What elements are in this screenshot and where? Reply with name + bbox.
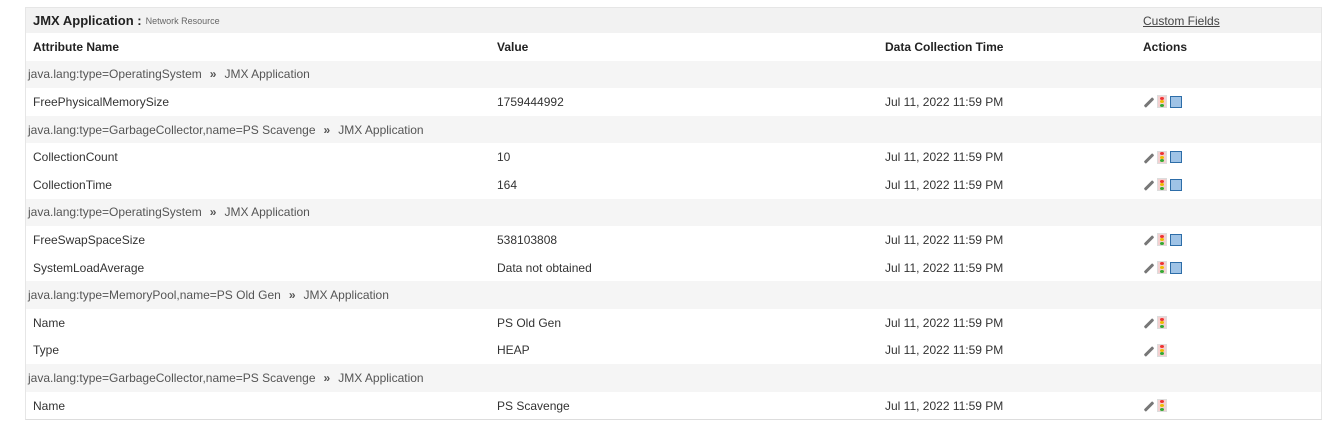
separator: » xyxy=(209,205,217,220)
collection-time: Jul 11, 2022 11:59 PM xyxy=(885,260,1004,275)
traffic-light-icon[interactable] xyxy=(1157,343,1167,357)
row-actions xyxy=(1143,150,1182,164)
group-row: java.lang:type=OperatingSystem » JMX Appli… xyxy=(26,60,1321,89)
panel-title: JMX Application : xyxy=(33,13,142,28)
group-row: java.lang:type=OperatingSystem » JMX Appli… xyxy=(26,198,1321,227)
attribute-value: 164 xyxy=(497,177,518,192)
mbean-name: java.lang:type=OperatingSystem xyxy=(28,67,202,82)
group-label: java.lang:type=GarbageCollector,name=PS … xyxy=(28,371,424,385)
panel-subtitle: Network Resource xyxy=(145,15,220,26)
row-actions xyxy=(1143,316,1167,330)
mbean-name: java.lang:type=MemoryPool,name=PS Old Ge… xyxy=(28,288,281,303)
group-row: java.lang:type=MemoryPool,name=PS Old Ge… xyxy=(26,281,1321,309)
table-row: SystemLoadAverage Data not obtained Jul … xyxy=(26,254,1321,282)
table-row: CollectionCount 10 Jul 11, 2022 11:59 PM xyxy=(26,143,1321,171)
mbean-name: java.lang:type=GarbageCollector,name=PS … xyxy=(28,122,316,137)
application-name: JMX Application xyxy=(224,67,310,82)
attribute-value: 1759444992 xyxy=(497,94,564,109)
table-body: java.lang:type=OperatingSystem » JMX Appli… xyxy=(26,60,1321,420)
column-header-value: Value xyxy=(497,39,529,54)
attribute-name: CollectionTime xyxy=(33,177,112,192)
pencil-icon[interactable] xyxy=(1143,179,1155,192)
table-row: Type HEAP Jul 11, 2022 11:59 PM xyxy=(26,337,1321,365)
mbean-name: java.lang:type=OperatingSystem xyxy=(28,205,202,220)
application-name: JMX Application xyxy=(338,370,424,385)
attribute-name: CollectionCount xyxy=(33,150,118,165)
application-name: JMX Application xyxy=(303,288,389,303)
traffic-light-icon[interactable] xyxy=(1157,150,1167,164)
graph-icon[interactable] xyxy=(1170,178,1182,191)
pencil-icon[interactable] xyxy=(1143,400,1155,412)
attribute-name: Name xyxy=(33,315,66,330)
panel-title-bar: JMX Application : Network Resource Custo… xyxy=(26,8,1321,33)
pencil-icon[interactable] xyxy=(1143,345,1155,357)
traffic-light-icon[interactable] xyxy=(1157,316,1167,330)
row-actions xyxy=(1143,95,1182,109)
table-row: Name PS Old Gen Jul 11, 2022 11:59 PM xyxy=(26,309,1321,337)
table-row: Name PS Scavenge Jul 11, 2022 11:59 PM xyxy=(26,392,1321,420)
row-actions xyxy=(1143,233,1182,247)
attribute-value: 10 xyxy=(497,150,511,165)
attribute-value: PS Scavenge xyxy=(497,398,570,413)
table-row: FreeSwapSpaceSize 538103808 Jul 11, 2022… xyxy=(26,226,1321,254)
row-actions xyxy=(1143,178,1182,192)
mbean-name: java.lang:type=GarbageCollector,name=PS … xyxy=(28,370,316,385)
traffic-light-icon[interactable] xyxy=(1157,95,1167,109)
pencil-icon[interactable] xyxy=(1143,234,1155,247)
attribute-value: PS Old Gen xyxy=(497,315,562,330)
graph-icon[interactable] xyxy=(1170,151,1182,164)
graph-icon[interactable] xyxy=(1170,95,1182,108)
row-actions xyxy=(1143,399,1167,413)
collection-time: Jul 11, 2022 11:59 PM xyxy=(885,232,1004,247)
attribute-name: FreeSwapSpaceSize xyxy=(33,232,146,247)
pencil-icon[interactable] xyxy=(1143,152,1155,164)
collection-time: Jul 11, 2022 11:59 PM xyxy=(885,343,1004,358)
separator: » xyxy=(209,67,217,82)
group-label: java.lang:type=OperatingSystem » JMX Appli… xyxy=(28,205,310,219)
table-row: CollectionTime 164 Jul 11, 2022 11:59 PM xyxy=(26,171,1321,199)
group-label: java.lang:type=MemoryPool,name=PS Old Ge… xyxy=(28,288,389,302)
row-actions xyxy=(1143,343,1167,357)
attribute-value: Data not obtained xyxy=(497,260,592,275)
group-row: java.lang:type=GarbageCollector,name=PS … xyxy=(26,364,1321,392)
application-name: JMX Application xyxy=(338,122,424,137)
separator: » xyxy=(323,122,331,137)
group-row: java.lang:type=GarbageCollector,name=PS … xyxy=(26,115,1321,144)
separator: » xyxy=(323,370,331,385)
pencil-icon[interactable] xyxy=(1143,96,1155,109)
column-header-attribute: Attribute Name xyxy=(33,39,120,54)
collection-time: Jul 11, 2022 11:59 PM xyxy=(885,315,1004,330)
collection-time: Jul 11, 2022 11:59 PM xyxy=(885,150,1004,165)
graph-icon[interactable] xyxy=(1170,233,1182,246)
traffic-light-icon[interactable] xyxy=(1157,399,1167,413)
group-label: java.lang:type=GarbageCollector,name=PS … xyxy=(28,123,424,137)
pencil-icon[interactable] xyxy=(1143,262,1155,274)
application-name: JMX Application xyxy=(224,205,310,220)
separator: » xyxy=(288,288,296,303)
column-header-time: Data Collection Time xyxy=(885,39,1004,54)
table-row: FreePhysicalMemorySize 1759444992 Jul 11… xyxy=(26,88,1321,116)
collection-time: Jul 11, 2022 11:59 PM xyxy=(885,94,1004,109)
attributes-panel: JMX Application : Network Resource Custo… xyxy=(25,7,1322,421)
attribute-name: FreePhysicalMemorySize xyxy=(33,94,170,109)
attribute-name: Name xyxy=(33,398,66,413)
table-header: Attribute Name Value Data Collection Tim… xyxy=(26,33,1321,61)
traffic-light-icon[interactable] xyxy=(1157,233,1167,247)
column-header-actions: Actions xyxy=(1143,39,1188,54)
attribute-value: HEAP xyxy=(497,343,530,358)
attribute-value: 538103808 xyxy=(497,232,558,247)
collection-time: Jul 11, 2022 11:59 PM xyxy=(885,177,1004,192)
row-actions xyxy=(1143,261,1182,275)
attribute-name: SystemLoadAverage xyxy=(33,260,145,275)
custom-fields-link[interactable]: Custom Fields xyxy=(1143,14,1220,28)
collection-time: Jul 11, 2022 11:59 PM xyxy=(885,398,1004,413)
traffic-light-icon[interactable] xyxy=(1157,261,1167,275)
graph-icon[interactable] xyxy=(1170,261,1182,274)
pencil-icon[interactable] xyxy=(1143,317,1155,330)
traffic-light-icon[interactable] xyxy=(1157,178,1167,192)
attribute-name: Type xyxy=(33,343,60,358)
group-label: java.lang:type=OperatingSystem » JMX Appli… xyxy=(28,67,310,81)
